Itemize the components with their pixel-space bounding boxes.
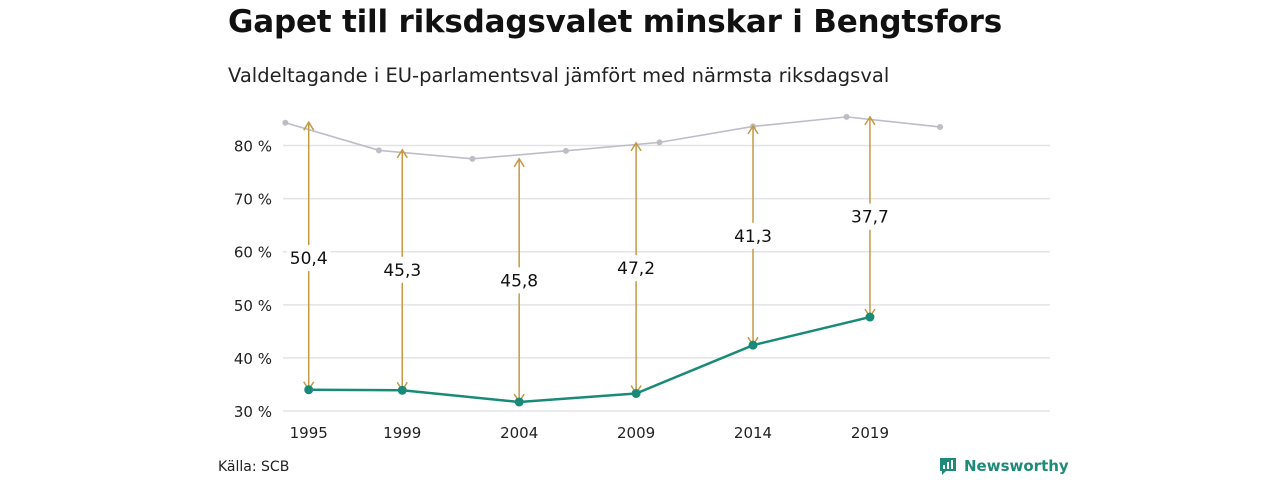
x-tick-label: 2014	[734, 424, 772, 442]
brand-logo: Newsworthy	[938, 456, 1069, 476]
gap-arrow-head-top	[864, 115, 876, 126]
y-tick-label: 80 %	[234, 138, 272, 156]
y-tick-label: 50 %	[234, 297, 272, 315]
gap-arrow-head-top	[747, 124, 759, 135]
x-tick-label: 2009	[617, 424, 655, 442]
gap-arrow-head-top	[513, 157, 525, 168]
gap-label: 50,4	[290, 249, 328, 269]
eu-point	[748, 340, 758, 350]
eu-point	[397, 385, 407, 395]
gap-label-bg	[847, 203, 892, 230]
gap-label-bg	[614, 255, 659, 282]
x-tick-label: 1995	[290, 424, 328, 442]
gap-label: 41,3	[734, 227, 772, 247]
chart-title: Gapet till riksdagsvalet minskar i Bengt…	[228, 4, 1002, 40]
gap-label: 45,3	[383, 261, 421, 281]
gap-arrow-head-top	[630, 141, 642, 152]
riksdag-line	[285, 116, 941, 160]
x-tick-label: 2004	[500, 424, 538, 442]
gap-label-bg	[286, 245, 331, 272]
eu-point	[514, 397, 524, 407]
y-tick-label: 30 %	[234, 403, 272, 421]
y-tick-label: 40 %	[234, 350, 272, 368]
riksdag-point	[469, 155, 476, 162]
y-tick-label: 60 %	[234, 244, 272, 262]
gap-label-bg	[380, 256, 425, 283]
gap-label: 37,7	[851, 208, 889, 228]
x-tick-label: 2019	[851, 424, 889, 442]
brand-name: Newsworthy	[964, 457, 1069, 475]
riksdag-point	[282, 119, 289, 126]
eu-point	[304, 385, 314, 395]
eu-line	[308, 315, 871, 404]
gap-arrow-head-top	[396, 148, 408, 159]
bar-chart-icon	[940, 458, 956, 475]
gap-arrow-head-top	[303, 120, 315, 131]
gap-labels: 50,4 45,3 45,8 47,2 41,3 37,7	[286, 203, 892, 294]
y-axis-ticks: 30 % 40 % 50 % 60 % 70 % 80 %	[234, 138, 272, 421]
riksdag-point	[843, 113, 850, 120]
eu-point	[865, 312, 875, 322]
source-note: Källa: SCB	[218, 459, 290, 475]
riksdag-point	[375, 147, 382, 154]
chart-subtitle: Valdeltagande i EU-parlamentsval jämfört…	[228, 64, 890, 87]
gridlines	[283, 144, 1050, 412]
gap-label: 47,2	[617, 259, 655, 279]
gap-label: 45,8	[500, 271, 538, 291]
x-axis-ticks: 1995 1999 2004 2009 2014 2019	[290, 424, 889, 442]
gap-label-bg	[497, 267, 542, 294]
eu-series	[304, 312, 875, 407]
riksdag-point	[562, 147, 569, 154]
riksdag-point	[656, 139, 663, 146]
x-tick-label: 1999	[383, 424, 421, 442]
eu-point	[631, 388, 641, 398]
gap-label-bg	[731, 222, 776, 249]
riksdag-point	[937, 123, 944, 130]
riksdag-series	[282, 113, 944, 162]
y-tick-label: 70 %	[234, 191, 272, 209]
